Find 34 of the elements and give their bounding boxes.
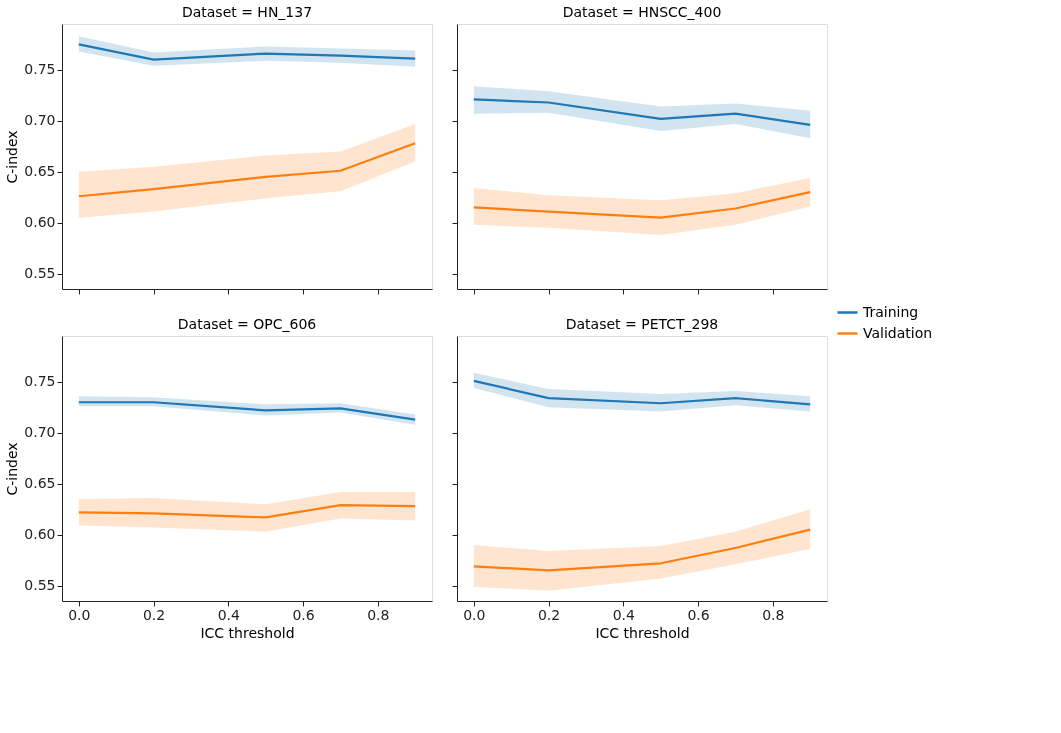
y-tick-label: 0.70 bbox=[24, 424, 56, 441]
x-axis-title: ICC threshold bbox=[595, 624, 690, 641]
y-tick-label: 0.65 bbox=[24, 475, 56, 492]
legend-label: Training bbox=[862, 303, 919, 320]
line-series bbox=[77, 43, 417, 61]
line-series bbox=[77, 142, 417, 198]
x-tick-label: 0.0 bbox=[68, 606, 91, 623]
y-tick-label: 0.55 bbox=[24, 265, 56, 282]
line-series bbox=[77, 504, 417, 519]
x-axis-title: ICC threshold bbox=[200, 624, 295, 641]
y-tick-label: 0.75 bbox=[24, 373, 56, 390]
y-axis-title: C-index bbox=[4, 442, 21, 496]
x-tick-label: 0.8 bbox=[367, 606, 390, 623]
y-tick-label: 0.65 bbox=[24, 163, 56, 180]
chart-title: Dataset = HNSCC_400 bbox=[562, 4, 722, 20]
y-tick-label: 0.55 bbox=[24, 577, 56, 594]
legend-label: Validation bbox=[863, 324, 933, 341]
x-tick-label: 0.6 bbox=[292, 606, 315, 623]
chart-title: Dataset = HN_137 bbox=[181, 4, 313, 20]
x-tick-label: 0.6 bbox=[687, 606, 710, 623]
x-tick-label: 0.2 bbox=[142, 606, 166, 623]
y-tick-label: 0.70 bbox=[24, 112, 56, 129]
y-tick-label: 0.60 bbox=[24, 214, 56, 231]
line-series bbox=[77, 401, 417, 421]
x-tick-label: 0.4 bbox=[612, 606, 636, 623]
y-tick-label: 0.75 bbox=[24, 61, 56, 78]
x-tick-label: 0.8 bbox=[762, 606, 785, 623]
chart-title: Dataset = OPC_606 bbox=[177, 316, 317, 332]
x-tick-label: 0.0 bbox=[463, 606, 486, 623]
chart-title: Dataset = PETCT_298 bbox=[565, 316, 719, 332]
x-tick-label: 0.2 bbox=[537, 606, 561, 623]
x-tick-label: 0.4 bbox=[217, 606, 241, 623]
y-tick-label: 0.60 bbox=[24, 526, 56, 543]
y-axis-title: C-index bbox=[4, 130, 21, 184]
